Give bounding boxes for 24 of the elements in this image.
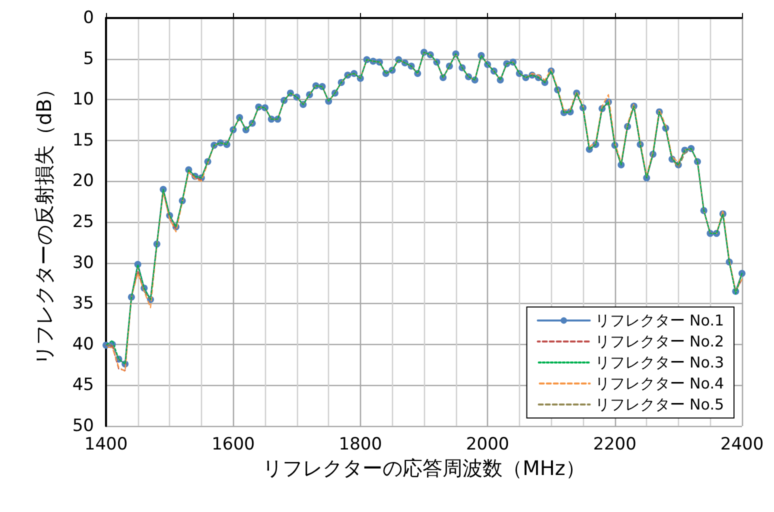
- y-tick-label: 50: [72, 416, 94, 436]
- y-tick-label: 15: [72, 130, 94, 150]
- y-tick-label: 5: [83, 48, 94, 69]
- x-tick-label: 1600: [212, 434, 255, 454]
- legend-label: リフレクター No.5: [594, 396, 724, 414]
- x-tick-label: 2000: [466, 434, 510, 454]
- x-tick-label: 2200: [593, 434, 636, 454]
- legend-label: リフレクター No.1: [594, 312, 724, 330]
- legend-label: リフレクター No.4: [594, 374, 724, 392]
- x-tick-label: 1800: [338, 434, 382, 454]
- y-tick-label: 30: [72, 252, 94, 273]
- x-tick-label: 1400: [84, 434, 128, 454]
- y-tick-label: 40: [72, 334, 94, 354]
- y-tick-label: 25: [72, 212, 94, 232]
- y-tick-label: 45: [72, 375, 94, 396]
- legend-label: リフレクター No.3: [594, 354, 724, 372]
- x-tick-label: 2400: [720, 434, 764, 454]
- y-tick-label: 0: [83, 8, 94, 28]
- y-tick-label: 10: [72, 90, 94, 110]
- y-tick-label: 20: [72, 171, 94, 192]
- y-axis-title: リフレクターの反射損失（dB）: [32, 78, 56, 366]
- legend-label: リフレクター No.2: [594, 332, 724, 350]
- x-axis-title: リフレクターの応答周波数（MHz）: [262, 456, 586, 480]
- y-tick-label: 35: [72, 294, 94, 314]
